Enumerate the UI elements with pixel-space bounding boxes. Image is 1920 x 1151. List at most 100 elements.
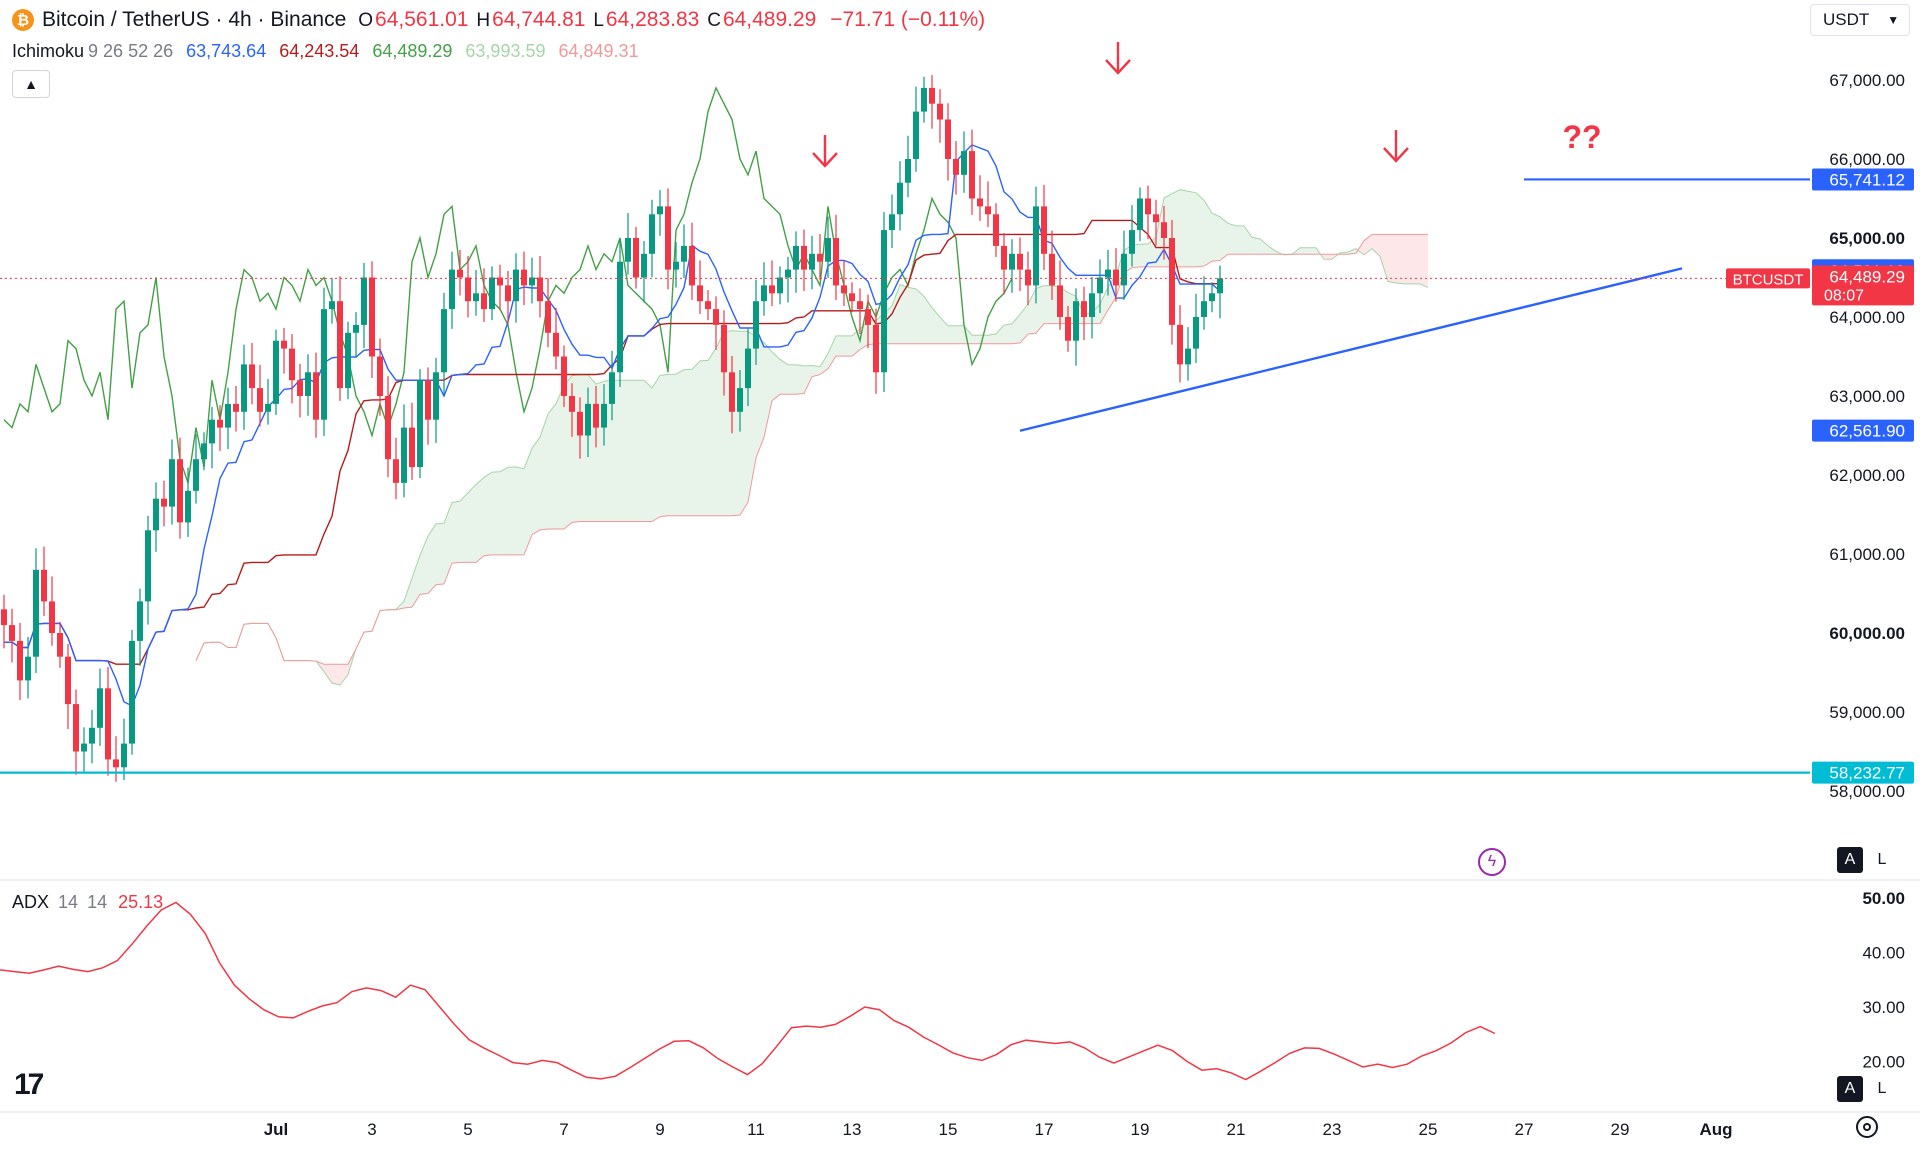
candle-body [521, 269, 527, 286]
adx-log-scale-button[interactable]: L [1869, 1076, 1895, 1102]
cloud-segment [1252, 237, 1260, 255]
cloud-segment [716, 331, 724, 516]
candle-body [993, 214, 999, 246]
cloud-segment [652, 375, 660, 522]
cloud-segment [996, 325, 1004, 344]
currency-label: USDT [1823, 10, 1870, 29]
candle-body [1121, 253, 1127, 286]
time-tick-label: 13 [843, 1120, 862, 1139]
candle-body [353, 324, 359, 333]
cloud-segment [1244, 225, 1252, 255]
candle-body [1065, 317, 1071, 341]
cloud-segment [1004, 323, 1012, 344]
candle-body [41, 569, 47, 602]
candle-body [1209, 293, 1215, 302]
log-scale-button[interactable]: L [1869, 847, 1895, 873]
candle-body [465, 277, 471, 302]
candle-body [1041, 206, 1047, 254]
cloud-segment [1348, 248, 1356, 255]
time-axis[interactable]: Jul 3 5 7 9 11 13 15 17 19 21 23 25 27 29 Aug [264, 1120, 1733, 1139]
candle-body [289, 348, 295, 381]
auto-scale-button[interactable]: A [1837, 847, 1863, 873]
adx-auto-scale-button[interactable]: A [1837, 1076, 1863, 1102]
candle-body [217, 419, 223, 428]
cloud-segment [820, 353, 828, 375]
cloud-segment [580, 374, 588, 522]
cloud-segment [636, 380, 644, 522]
cloud-segment [1092, 304, 1100, 324]
cloud-segment [324, 664, 332, 684]
candle-body [473, 293, 479, 302]
tradingview-logo[interactable]: 17 [14, 1068, 44, 1101]
candle-body [385, 396, 391, 460]
candle-body [1193, 317, 1199, 349]
candle-body [1201, 301, 1207, 317]
cloud-segment [1324, 254, 1332, 260]
adx-legend[interactable]: ADX 14 14 25.13 [12, 892, 163, 913]
cloud-segment [508, 466, 516, 555]
candle-body [953, 159, 959, 175]
cloud-segment [956, 325, 964, 344]
candle-body [569, 396, 575, 412]
candle-body [1057, 285, 1063, 317]
collapse-legend-button[interactable]: ▲ [12, 70, 50, 98]
arrow-head [1383, 147, 1409, 163]
time-tick-label: 29 [1611, 1120, 1630, 1139]
candle-body [1137, 198, 1143, 231]
cloud-segment [972, 335, 980, 344]
drawings[interactable]: ?? [0, 42, 1810, 774]
span-b-value: 64,849.31 [558, 41, 639, 61]
price-tick-label: 62,000.00 [1829, 466, 1905, 485]
ichimoku-label: Ichimoku [12, 41, 85, 61]
time-tick-label: Aug [1699, 1120, 1732, 1139]
price-tick-label: 64,000.00 [1829, 308, 1905, 327]
cloud-segment [660, 374, 668, 517]
cloud-segment [612, 380, 620, 522]
cloud-segment [1204, 200, 1212, 267]
cloud-segment [1300, 247, 1308, 255]
candle-body [1033, 206, 1039, 286]
candle-body [529, 277, 535, 286]
ichimoku-legend[interactable]: Ichimoku 9 26 52 26 63,743.64 64,243.54 6… [12, 41, 647, 62]
candle-body [1129, 230, 1135, 254]
symbol-title[interactable]: Bitcoin / TetherUS · 4h · Binance [42, 8, 347, 31]
candle-body [1001, 245, 1007, 270]
cloud-segment [892, 284, 900, 344]
candle-body [121, 743, 127, 768]
candle-body [841, 285, 847, 294]
time-tick-label: 19 [1131, 1120, 1150, 1139]
candle-body [505, 285, 511, 302]
cloud-segment [700, 360, 708, 516]
candle-body [313, 372, 319, 420]
time-tick-label: 25 [1419, 1120, 1438, 1139]
candle-body [49, 601, 55, 633]
close-label: C [707, 10, 721, 31]
cloud-segment [756, 336, 764, 458]
cloud-segment [644, 380, 652, 522]
price-axis[interactable]: 67,000.00 66,000.00 65,000.00 64,000.00 63,0… [0, 71, 1920, 1113]
red-down-arrow [1383, 130, 1409, 163]
candle-body [73, 704, 79, 752]
candle-body [361, 277, 367, 325]
cloud-segment [732, 330, 740, 516]
candle-body [849, 293, 855, 302]
low-value: 64,283.83 [605, 8, 700, 31]
cloud-segment [516, 466, 524, 555]
cloud-segment [692, 360, 700, 516]
candle-body [305, 372, 311, 396]
time-tick-label: 9 [655, 1120, 664, 1139]
price-tick-label: 61,000.00 [1829, 545, 1905, 564]
currency-selector[interactable]: USDT ▼ [1810, 4, 1910, 36]
candle-body [281, 340, 287, 349]
time-tick-label: 3 [367, 1120, 376, 1139]
cloud-segment [556, 385, 564, 530]
candle-body [1177, 324, 1183, 365]
candle-body [457, 269, 463, 278]
time-tick-label: 11 [747, 1120, 765, 1139]
gear-icon[interactable] [1856, 1116, 1878, 1138]
candle-body [1017, 253, 1023, 270]
cloud-segment [1220, 216, 1228, 261]
candle-body [1009, 253, 1015, 270]
lightning-icon[interactable]: ϟ [1478, 848, 1506, 876]
